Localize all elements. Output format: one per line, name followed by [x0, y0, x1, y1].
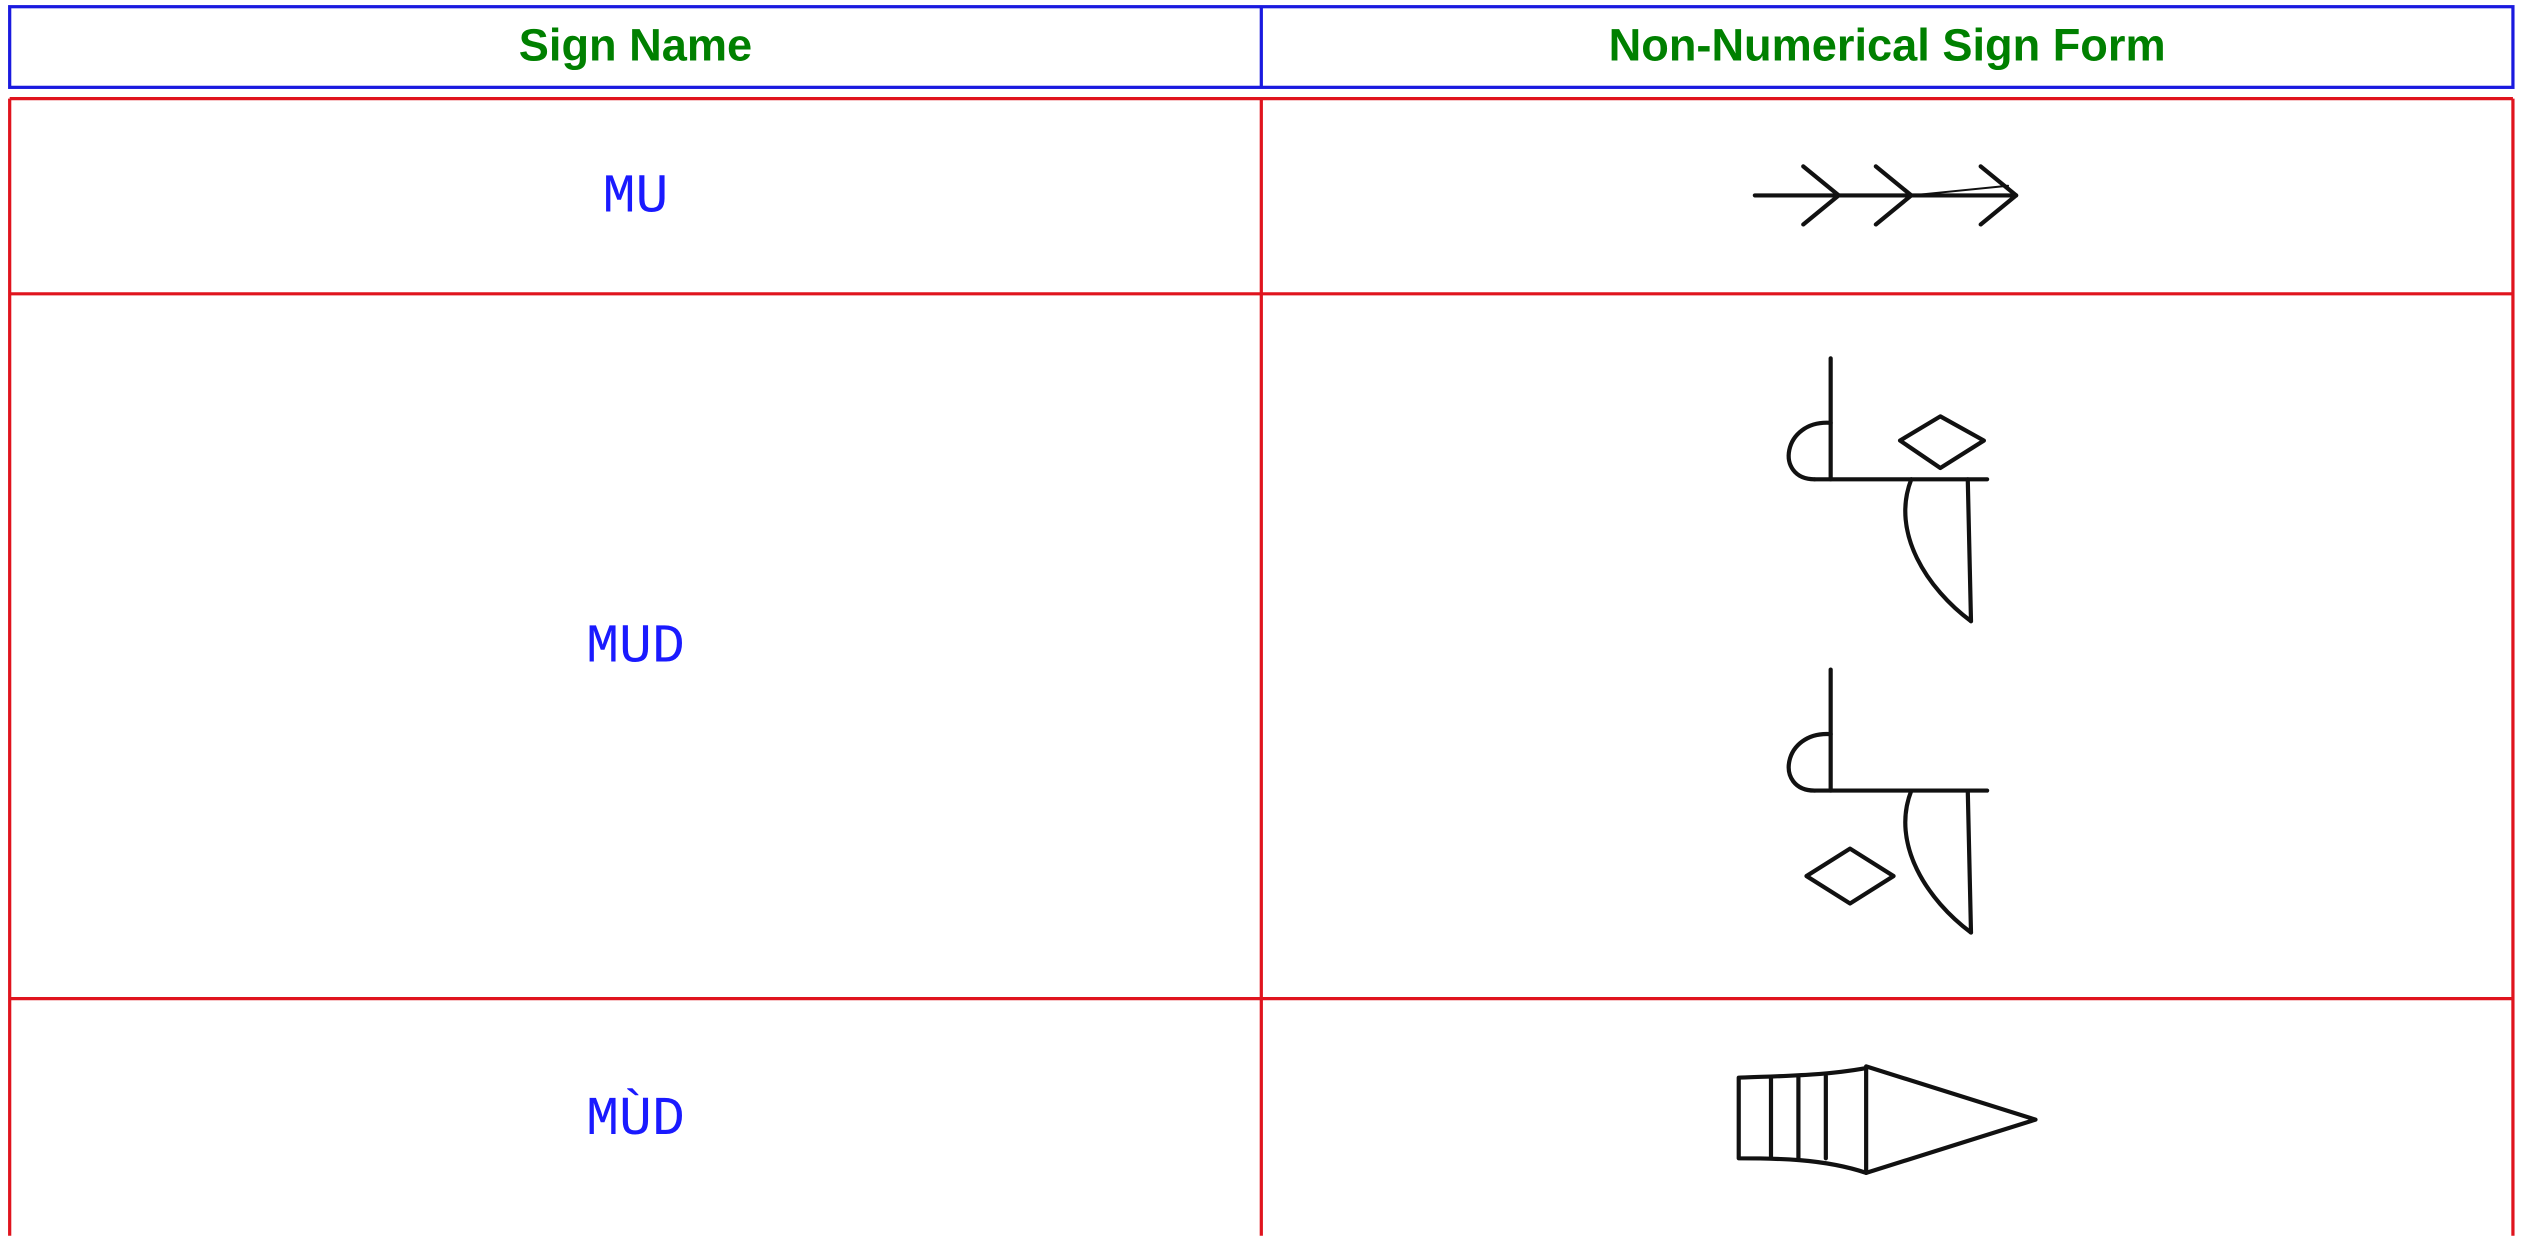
column-header: Sign Name: [519, 20, 752, 71]
body-grid: [8, 97, 2515, 1236]
sign-form: [1786, 356, 1990, 624]
sign-name: MÙD: [586, 1087, 685, 1151]
sign-name: MUD: [586, 617, 685, 679]
sign-form: [1786, 667, 1990, 935]
sign-name: MU: [603, 167, 669, 229]
column-header: Non-Numerical Sign Form: [1609, 20, 2166, 71]
sign-form: [1752, 164, 2019, 227]
sign-form: [1736, 1064, 2038, 1175]
